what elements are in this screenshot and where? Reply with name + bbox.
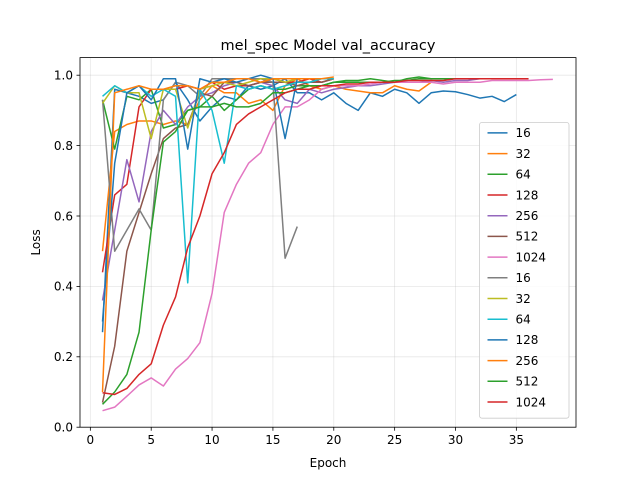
series-line-11 xyxy=(101,76,334,393)
y-tick-label: 0.2 xyxy=(54,350,73,364)
legend: 16 32 64 128 256 512 1024 16 32 64 128 256 512 1024 xyxy=(479,122,570,419)
series-line-13 xyxy=(102,77,529,396)
y-tick-label: 1.0 xyxy=(54,69,73,83)
x-axis-label: Epoch xyxy=(310,456,347,470)
x-tick-label: 15 xyxy=(265,433,280,447)
legend-label: 128 xyxy=(516,188,539,202)
series-line-4 xyxy=(101,77,529,301)
y-tick-label: 0.4 xyxy=(54,280,73,294)
chart-title: mel_spec Model val_accuracy xyxy=(221,38,436,54)
legend-label: 32 xyxy=(516,292,531,306)
legend-label: 256 xyxy=(516,209,539,223)
y-tick-label: 0.0 xyxy=(54,421,73,435)
legend-label: 128 xyxy=(516,333,539,347)
legend-label: 64 xyxy=(516,313,531,327)
legend-label: 1024 xyxy=(516,250,547,264)
series-lines xyxy=(101,74,553,412)
y-axis-label: Loss xyxy=(29,229,43,255)
legend-label: 512 xyxy=(516,375,539,389)
series-line-10 xyxy=(101,74,299,322)
y-tick-label: 0.8 xyxy=(54,139,73,153)
legend-label: 16 xyxy=(516,271,531,285)
x-tick-label: 5 xyxy=(147,433,155,447)
series-line-6 xyxy=(102,78,553,412)
x-tick-label: 35 xyxy=(509,433,524,447)
series-line-1 xyxy=(101,77,432,252)
legend-label: 512 xyxy=(516,230,539,244)
legend-label: 64 xyxy=(516,168,531,182)
legend-label: 16 xyxy=(516,126,531,140)
legend-box xyxy=(479,122,570,419)
x-tick-label: 10 xyxy=(204,433,219,447)
axes-frame xyxy=(79,57,577,428)
legend-label: 1024 xyxy=(516,395,547,409)
plot-area xyxy=(101,74,553,412)
legend-label: 32 xyxy=(516,147,531,161)
x-tick-label: 20 xyxy=(326,433,341,447)
y-tick-label: 0.6 xyxy=(54,209,73,223)
x-tick-label: 30 xyxy=(448,433,463,447)
x-tick-label: 0 xyxy=(87,433,95,447)
legend-label: 256 xyxy=(516,354,539,368)
x-tick-label: 25 xyxy=(387,433,402,447)
axis-ticks: 0 5 10 15 20 25 30 35 0.0 0.2 0.4 0.6 0.8 1.0 xyxy=(54,69,524,448)
